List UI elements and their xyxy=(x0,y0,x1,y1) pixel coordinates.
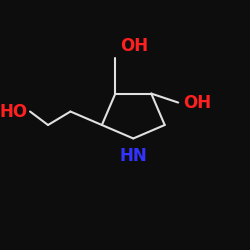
Text: OH: OH xyxy=(183,94,211,112)
Text: HN: HN xyxy=(120,148,147,166)
Text: OH: OH xyxy=(120,38,148,56)
Text: HO: HO xyxy=(0,102,28,120)
